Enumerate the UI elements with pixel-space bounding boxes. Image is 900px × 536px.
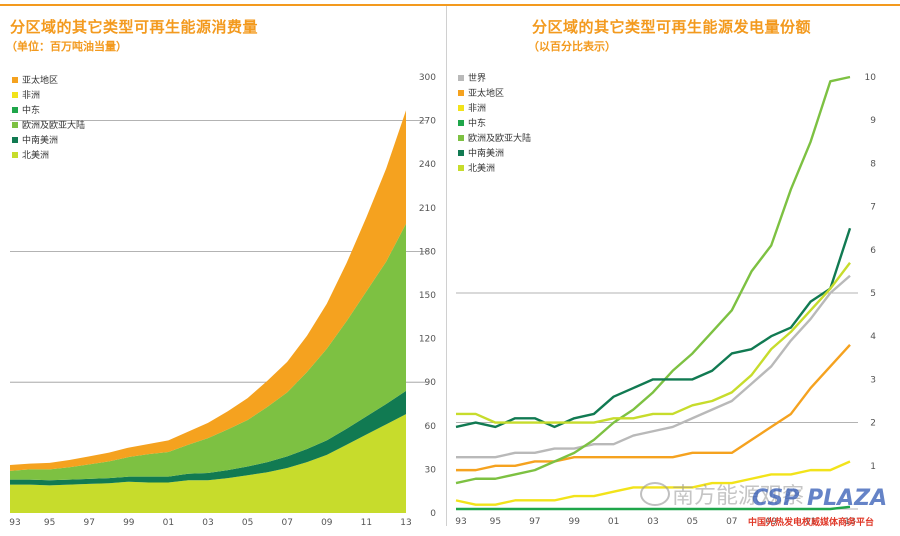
right-legend-label: 非洲 xyxy=(468,102,486,114)
left-legend-swatch xyxy=(12,92,18,98)
area-北美洲 xyxy=(10,414,406,513)
right-y-tick-label: 3 xyxy=(870,375,876,385)
area-中南美洲 xyxy=(10,390,406,486)
left-chart-subtitle: （单位：百万吨油当量） xyxy=(6,40,127,53)
right-y-tick-label: 6 xyxy=(870,246,876,256)
right-legend-swatch xyxy=(458,150,464,156)
left-y-tick-label: 90 xyxy=(425,378,437,388)
left-y-tick-label: 0 xyxy=(430,509,436,519)
left-y-tick-label: 60 xyxy=(425,422,437,432)
left-legend-swatch xyxy=(12,107,18,113)
line-中东 xyxy=(456,505,851,511)
right-x-tick-label: 97 xyxy=(529,517,540,527)
left-x-tick-label: 01 xyxy=(163,518,174,528)
left-x-tick-label: 05 xyxy=(242,518,253,528)
left-y-tick-label: 210 xyxy=(419,204,436,214)
left-x-tick-label: 95 xyxy=(44,518,55,528)
right-legend-swatch xyxy=(458,120,464,126)
wechat-icon xyxy=(640,482,670,506)
right-y-tick-label: 2 xyxy=(870,419,876,429)
right-y-tick-label: 7 xyxy=(870,203,876,213)
left-x-tick-label: 13 xyxy=(400,518,411,528)
panel-divider xyxy=(446,6,447,526)
watermark-text: 南方能源观察 xyxy=(672,484,805,509)
right-legend-label: 欧洲及欧亚大陆 xyxy=(468,132,531,144)
left-legend-label: 中东 xyxy=(22,104,40,116)
right-legend-label: 中南美洲 xyxy=(468,147,504,159)
right-x-tick-label: 05 xyxy=(687,517,698,527)
left-x-tick-label: 99 xyxy=(123,518,135,528)
left-x-tick-label: 03 xyxy=(202,518,213,528)
left-y-tick-label: 270 xyxy=(419,117,436,127)
right-y-tick-label: 1 xyxy=(870,462,876,472)
left-legend-swatch xyxy=(12,152,18,158)
right-legend-swatch xyxy=(458,135,464,141)
left-y-tick-label: 180 xyxy=(419,247,436,257)
left-x-tick-label: 07 xyxy=(281,518,292,528)
line-欧洲及欧亚大陆 xyxy=(455,75,851,485)
right-chart: 1 2 3 4 5 6 7 8 9 10 93 95 97 99 01 03 05 07 09 11 13 世界亚太地区非… xyxy=(455,72,877,527)
left-x-tick-label: 11 xyxy=(361,518,372,528)
watermark-subtitle: 中国光热发电权威媒体商务平台 xyxy=(748,518,875,528)
right-x-tick-label: 07 xyxy=(726,517,737,527)
left-chart-title: 分区域的其它类型可再生能源消费量 xyxy=(10,18,259,36)
right-legend-swatch xyxy=(458,165,464,171)
right-x-tick-label: 99 xyxy=(568,517,580,527)
area-欧洲及欧亚大陆 xyxy=(10,223,406,481)
right-y-tick-label: 4 xyxy=(870,332,876,342)
right-y-tick-label: 8 xyxy=(870,159,876,169)
left-x-tick-label: 09 xyxy=(321,518,333,528)
right-chart-title: 分区域的其它类型可再生能源发电量份额 xyxy=(532,18,812,36)
left-y-tick-label: 120 xyxy=(419,335,436,345)
right-legend-swatch xyxy=(458,105,464,111)
line-亚太地区 xyxy=(456,344,851,472)
top-rule xyxy=(0,4,900,6)
right-legend-label: 北美洲 xyxy=(468,162,495,174)
right-x-tick-label: 11 xyxy=(805,517,816,527)
left-x-tick-label: 97 xyxy=(83,518,94,528)
right-x-tick-label: 13 xyxy=(844,517,855,527)
left-legend-label: 北美洲 xyxy=(22,149,49,161)
right-x-tick-label: 95 xyxy=(490,517,501,527)
right-y-tick-label: 5 xyxy=(870,289,876,299)
right-legend-swatch xyxy=(458,75,464,81)
right-x-tick-label: 03 xyxy=(647,517,658,527)
left-chart: 0 30 60 90 120 150 180 210 240 270 300 93 95 97 99 01 03… xyxy=(9,73,437,528)
right-legend-label: 世界 xyxy=(468,72,486,84)
line-中南美洲 xyxy=(455,227,852,429)
right-y-tick-label: 9 xyxy=(870,116,876,126)
right-legend-swatch xyxy=(458,90,464,96)
line-世界 xyxy=(456,274,851,459)
right-legend-label: 亚太地区 xyxy=(468,87,504,99)
left-legend-swatch xyxy=(12,122,18,128)
left-legend-swatch xyxy=(12,77,18,83)
right-x-tick-label: 93 xyxy=(455,517,466,527)
left-legend-label: 亚太地区 xyxy=(22,74,58,86)
left-legend-label: 中南美洲 xyxy=(22,134,58,146)
right-x-tick-label: 09 xyxy=(765,517,777,527)
right-legend-label: 中东 xyxy=(468,117,486,129)
left-y-tick-label: 300 xyxy=(419,73,436,83)
left-y-tick-label: 150 xyxy=(419,291,436,301)
watermark-brand: CSP PLAZA xyxy=(752,486,888,511)
left-y-tick-label: 30 xyxy=(425,465,437,475)
left-x-tick-label: 93 xyxy=(9,518,20,528)
right-chart-subtitle: （以百分比表示） xyxy=(528,40,616,53)
left-legend-swatch xyxy=(12,137,18,143)
left-legend-label: 欧洲及欧亚大陆 xyxy=(22,119,85,131)
left-y-tick-label: 240 xyxy=(419,160,436,170)
right-y-tick-label: 10 xyxy=(865,73,877,83)
line-北美洲 xyxy=(456,262,851,424)
right-x-tick-label: 01 xyxy=(608,517,619,527)
left-legend-label: 非洲 xyxy=(22,89,40,101)
